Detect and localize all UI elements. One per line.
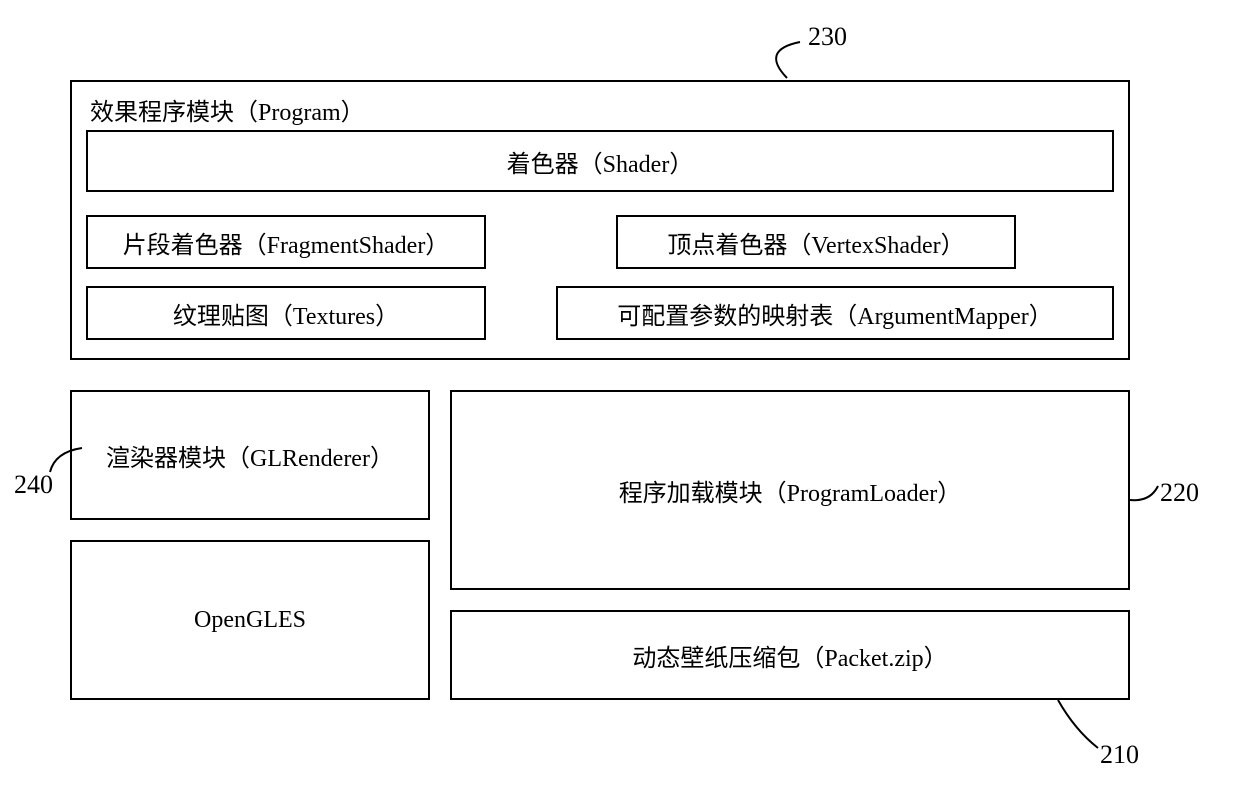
callout-210: 210 (1100, 740, 1139, 770)
callout-210-text: 210 (1100, 740, 1139, 769)
callout-210-lead (0, 0, 1240, 789)
